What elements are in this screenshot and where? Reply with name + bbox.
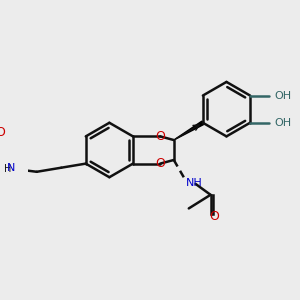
Text: N: N: [7, 163, 15, 173]
Polygon shape: [174, 121, 204, 140]
Text: O: O: [155, 157, 165, 170]
Text: H: H: [4, 164, 11, 174]
Text: NH: NH: [186, 178, 203, 188]
Text: O: O: [155, 130, 165, 143]
Text: OH: OH: [274, 91, 292, 100]
Text: OH: OH: [274, 118, 292, 128]
Text: O: O: [0, 126, 5, 139]
Text: O: O: [210, 210, 220, 223]
